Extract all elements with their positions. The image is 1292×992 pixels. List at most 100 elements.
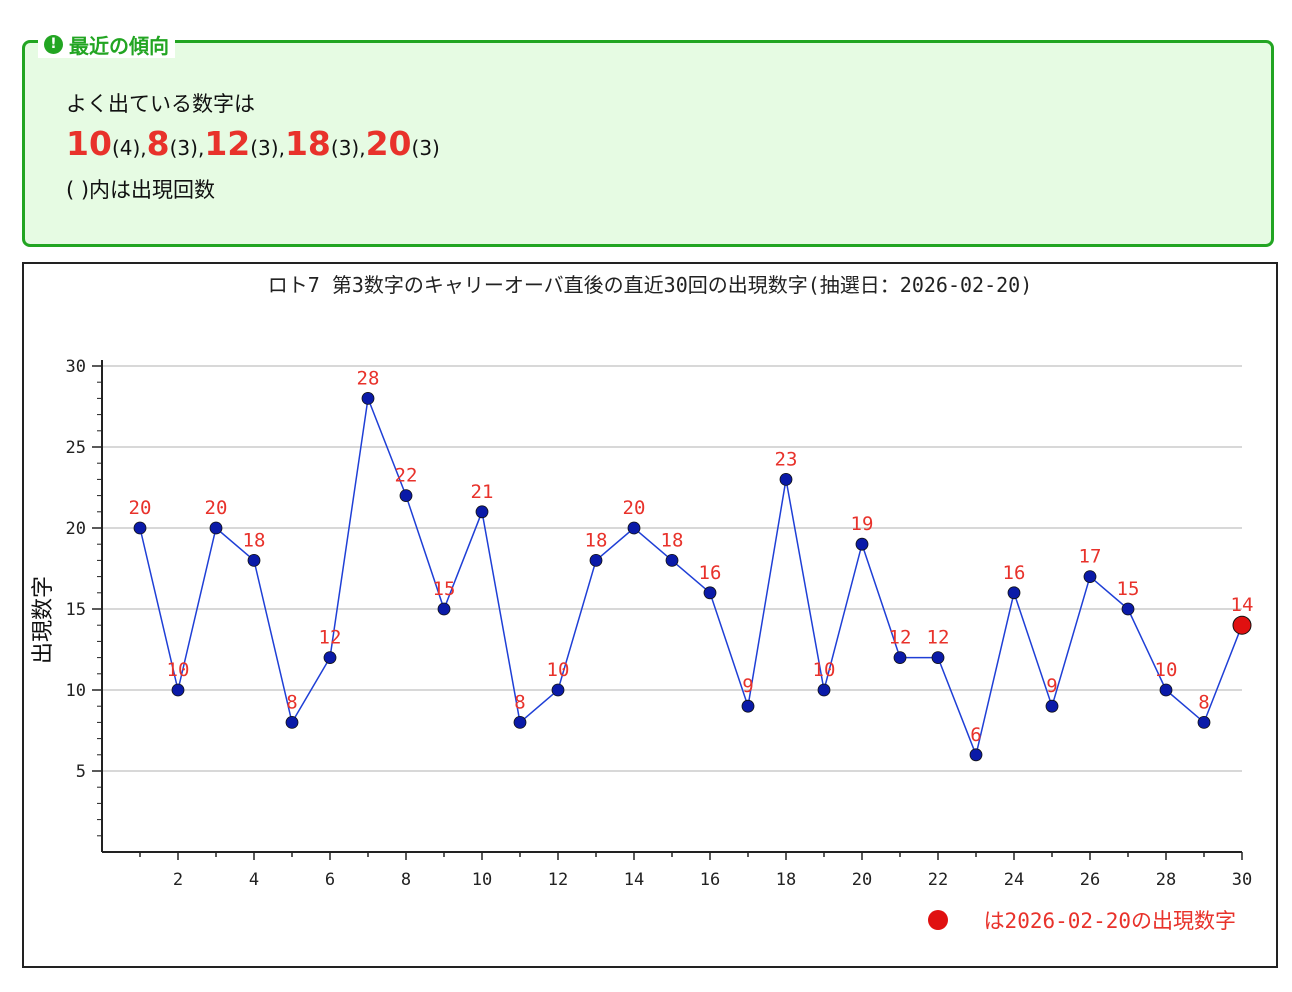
- series-line: [139, 395, 1243, 758]
- data-label: 14: [1231, 594, 1254, 616]
- data-point: [817, 683, 831, 697]
- data-label: 15: [433, 578, 456, 600]
- data-label: 10: [547, 659, 570, 681]
- data-point: [475, 505, 489, 519]
- y-tick-label: 25: [66, 438, 86, 458]
- data-point: [171, 683, 185, 697]
- data-point: [665, 553, 679, 567]
- data-point: [399, 489, 413, 503]
- x-tick-label: 12: [548, 870, 568, 890]
- chart-legend: は2026-02-20の出現数字: [928, 909, 1236, 933]
- data-label: 8: [286, 691, 297, 713]
- trend-header: ! 最近の傾向: [38, 30, 175, 58]
- data-label: 10: [813, 659, 836, 681]
- trend-note: ( )内は出現回数: [66, 178, 216, 202]
- line-chart: ロト7 第3数字のキャリーオーバ直後の直近30回の出現数字(抽選日：2026-0…: [31, 273, 1254, 933]
- data-point: [589, 553, 603, 567]
- data-point: [209, 521, 223, 535]
- chart-title: ロト7 第3数字のキャリーオーバ直後の直近30回の出現数字(抽選日：2026-0…: [268, 273, 1033, 297]
- data-label: 16: [1003, 562, 1026, 584]
- x-tick-label: 16: [700, 870, 720, 890]
- data-label: 12: [319, 627, 342, 649]
- frequent-number-count: (4): [111, 136, 141, 160]
- x-tick-label: 24: [1004, 870, 1024, 890]
- separator: ,: [197, 136, 205, 160]
- data-label: 21: [471, 481, 494, 503]
- data-label: 9: [1046, 675, 1057, 697]
- x-tick-label: 14: [624, 870, 644, 890]
- data-label: 8: [1198, 691, 1209, 713]
- separator: ,: [359, 136, 366, 160]
- frequent-number-value: 12: [204, 124, 251, 163]
- frequent-number-count: (3): [250, 136, 279, 160]
- frequent-number-value: 18: [284, 124, 331, 163]
- x-tick-label: 28: [1156, 870, 1176, 890]
- legend-label: は2026-02-20の出現数字: [984, 909, 1236, 933]
- data-label: 12: [927, 627, 950, 649]
- data-point: [551, 683, 565, 697]
- frequent-number-count: (3): [411, 136, 440, 160]
- axes: [92, 360, 1243, 860]
- data-label: 18: [585, 529, 608, 551]
- x-tick-label: 4: [249, 870, 259, 890]
- data-point: [1121, 602, 1135, 616]
- x-tick-label: 26: [1080, 870, 1100, 890]
- data-label: 19: [851, 513, 874, 535]
- data-label: 17: [1079, 546, 1102, 568]
- data-label: 10: [167, 659, 190, 681]
- y-tick-label: 30: [66, 357, 86, 377]
- data-point: [741, 699, 755, 713]
- data-point: [931, 651, 945, 665]
- x-tick-label: 10: [472, 870, 492, 890]
- x-tick-label: 8: [401, 870, 411, 890]
- data-point: [969, 748, 983, 762]
- data-point: [1045, 699, 1059, 713]
- data-label: 10: [1155, 659, 1178, 681]
- data-point: [1197, 715, 1211, 729]
- y-tick-label: 5: [76, 762, 86, 782]
- data-label: 28: [357, 367, 380, 389]
- data-label: 22: [395, 465, 418, 487]
- data-point: [361, 391, 375, 405]
- data-point: [513, 715, 527, 729]
- data-label: 6: [970, 724, 981, 746]
- frequent-number-value: 10: [66, 124, 112, 163]
- data-label: 20: [205, 497, 228, 519]
- chart-frame: ロト7 第3数字のキャリーオーバ直後の直近30回の出現数字(抽選日：2026-0…: [22, 262, 1278, 968]
- legend-marker-icon: [928, 910, 948, 930]
- data-label: 20: [129, 497, 152, 519]
- data-point: [1007, 586, 1021, 600]
- y-tick-label: 20: [66, 519, 86, 539]
- data-point: [779, 472, 793, 486]
- data-label: 8: [514, 691, 525, 713]
- data-point: [627, 521, 641, 535]
- data-label: 9: [742, 675, 753, 697]
- data-point: [323, 651, 337, 665]
- x-tick-label: 2: [173, 870, 183, 890]
- frequent-numbers: 10 (4), 8 (3), 12 (3), 18 (3), 20 (3): [66, 124, 440, 163]
- data-label: 20: [623, 497, 646, 519]
- x-tick-label: 30: [1232, 870, 1252, 890]
- data-point: [437, 602, 451, 616]
- data-point: [285, 715, 299, 729]
- data-point: [1159, 683, 1173, 697]
- y-tick-label: 15: [66, 600, 86, 620]
- x-tick-label: 22: [928, 870, 948, 890]
- trend-title: 最近の傾向: [69, 33, 169, 58]
- data-label: 16: [699, 562, 722, 584]
- highlight-point: [1232, 615, 1252, 635]
- trend-box: [22, 40, 1274, 247]
- y-axis-label: 出現数字: [31, 576, 56, 664]
- data-point: [855, 537, 869, 551]
- data-point: [247, 553, 261, 567]
- data-point: [1083, 570, 1097, 584]
- x-tick-label: 6: [325, 870, 335, 890]
- y-tick-label: 10: [66, 681, 86, 701]
- data-labels: 20 10 20 18 8 12 28 22 15 21 8 10 18 20 18 16 9 23 10 19 12 1…: [129, 367, 1254, 745]
- data-point: [893, 651, 907, 665]
- separator: ,: [278, 136, 285, 160]
- separator: ,: [140, 136, 147, 160]
- x-tick-label: 20: [852, 870, 872, 890]
- data-label: 18: [243, 529, 266, 551]
